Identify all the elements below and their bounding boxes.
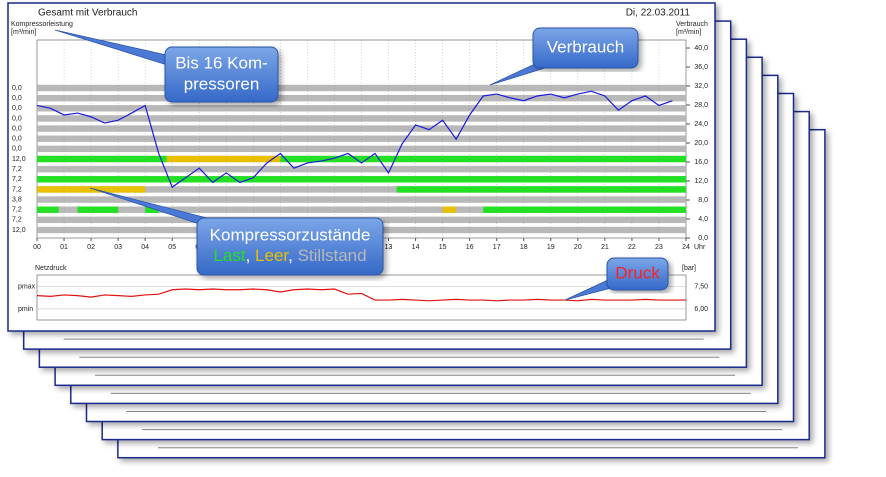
compressor-label: 0,0 <box>12 146 22 153</box>
state-name: Leer <box>255 246 289 265</box>
left-axis-label: Kompressorleistung <box>11 21 73 28</box>
compressor-label: 0,0 <box>12 85 22 92</box>
y-tick-label: 20,0 <box>694 140 708 147</box>
y-tick-label: 40,0 <box>694 45 708 52</box>
x-tick-label: 04 <box>141 244 149 251</box>
series-line <box>36 288 686 302</box>
compressor-row <box>37 206 686 213</box>
callout-box <box>532 27 639 69</box>
y-tick-label: 12,0 <box>694 178 708 185</box>
compressor-label: 12,0 <box>12 156 26 163</box>
x-tick-label: 16 <box>466 244 474 251</box>
callout-text: Druck <box>615 263 660 282</box>
x-tick-label: 24 <box>682 244 690 251</box>
separator: , <box>288 246 297 265</box>
compressor-state <box>37 176 686 183</box>
pressure-unit: [bar] <box>682 265 696 272</box>
y-tick-label: 4,0 <box>698 216 708 223</box>
y-tick-label: 36,0 <box>694 64 708 71</box>
compressor-state <box>442 206 457 213</box>
compressor-state <box>37 186 146 193</box>
x-tick-label: 20 <box>574 244 582 251</box>
compressor-label: 7,2 <box>12 217 22 224</box>
x-tick-label: 14 <box>412 244 420 251</box>
x-tick-label: 21 <box>601 244 609 251</box>
compressor-label: 7,2 <box>12 207 22 214</box>
compressor-state <box>37 206 59 213</box>
compressor-row <box>37 125 686 132</box>
callout-text: pressoren <box>184 74 260 93</box>
compressor-label: 0,0 <box>12 105 22 112</box>
compressor-label: 0,0 <box>12 125 22 132</box>
compressor-state <box>396 186 686 193</box>
callouts: Bis 16 Kom-pressoren Verbrauch Kompressorz… <box>54 27 669 301</box>
compressor-row <box>37 135 686 142</box>
pressure-tick-name: pmin <box>18 306 33 313</box>
callout-text: Bis 16 Kom- <box>175 53 268 72</box>
compressor-state <box>483 206 686 213</box>
y-tick-label: 8,0 <box>698 197 708 204</box>
compressor-label: 0,0 <box>12 136 22 143</box>
compressor-state <box>166 155 281 163</box>
x-tick-label: 13 <box>385 244 393 251</box>
x-tick-label: 15 <box>439 244 447 251</box>
compressor-row <box>37 186 686 193</box>
x-tick-label: 23 <box>655 244 663 251</box>
x-unit: Uhr <box>694 244 706 251</box>
x-tick-label: 22 <box>628 244 636 251</box>
compressor-row <box>37 94 686 102</box>
compressor-label: 12,0 <box>12 227 26 234</box>
callout-text: Verbrauch <box>547 37 625 56</box>
pressure-title: Netzdruck <box>35 265 67 272</box>
state-name: Last <box>213 246 245 265</box>
y-tick-label: 0,0 <box>698 235 708 242</box>
compressor-state <box>77 206 119 213</box>
right-axis-label: Verbrauch <box>676 21 708 28</box>
compressor-label: 3,8 <box>12 196 22 203</box>
pressure-tick-name: pmax <box>18 284 36 291</box>
compressor-label: 7,2 <box>12 176 22 183</box>
x-tick-label: 17 <box>493 244 501 251</box>
y-tick-label: 32,0 <box>694 83 708 90</box>
separator: , <box>246 246 255 265</box>
pressure-tick-label: 7,50 <box>694 284 708 291</box>
series-line <box>36 90 673 189</box>
pressure-tick-label: 6,00 <box>694 306 708 313</box>
x-tick-label: 02 <box>87 244 95 251</box>
callout-box <box>164 46 279 103</box>
y-tick-label: 28,0 <box>694 102 708 109</box>
callout-box <box>196 217 384 276</box>
compressor-label: 7,2 <box>12 166 22 173</box>
compressor-row <box>37 105 686 112</box>
compressor-label: 0,0 <box>12 115 22 122</box>
left-axis-label: [m³/min] <box>11 29 36 36</box>
y-tick-label: 24,0 <box>694 121 708 128</box>
callout-box <box>606 257 669 291</box>
x-tick-label: 18 <box>520 244 528 251</box>
x-tick-label: 05 <box>168 244 176 251</box>
chart-title: Gesamt mit Verbrauch <box>38 8 137 19</box>
chart-date: Di, 22.03.2011 <box>626 8 691 19</box>
compressor-state <box>280 155 686 163</box>
x-tick-label: 00 <box>33 244 41 251</box>
state-name: Stillstand <box>298 246 367 265</box>
x-tick-label: 03 <box>114 244 122 251</box>
right-axis-label: [m³/min] <box>676 29 701 36</box>
compressor-state <box>145 206 159 213</box>
callout-text: Kompressorzustände <box>210 225 371 244</box>
compressor-label: 0,0 <box>12 95 22 102</box>
x-tick-label: 01 <box>60 244 68 251</box>
compressor-state <box>37 155 167 163</box>
x-tick-label: 19 <box>547 244 555 251</box>
state-legend: Last, Leer, Stillstand <box>213 246 366 265</box>
y-tick-label: 16,0 <box>694 159 708 166</box>
compressor-label: 7,2 <box>12 186 22 193</box>
